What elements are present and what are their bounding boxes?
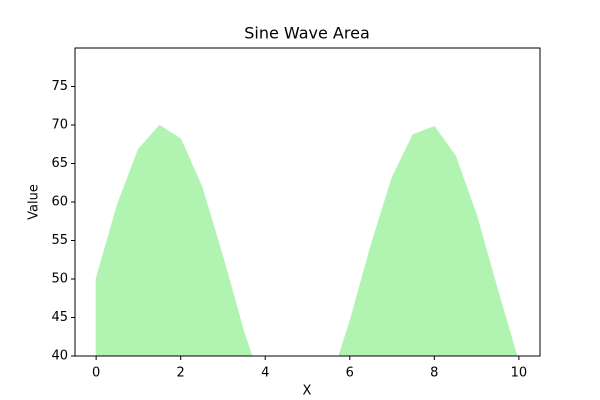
chart-title: Sine Wave Area (244, 24, 370, 43)
x-tick-label: 8 (430, 366, 438, 381)
y-tick-label: 50 (51, 272, 68, 287)
x-tick-label: 10 (511, 366, 528, 381)
y-tick-label: 70 (51, 118, 68, 133)
y-tick-label: 55 (51, 233, 68, 248)
y-tick-label: 45 (51, 310, 68, 325)
x-axis-label: X (303, 384, 312, 399)
y-tick-label: 75 (51, 79, 68, 94)
plot-area (95, 124, 518, 356)
x-tick-label: 0 (92, 366, 100, 381)
y-axis-label: Value (27, 184, 42, 220)
area (95, 124, 518, 356)
y-tick-label: 60 (51, 195, 68, 210)
y-tick-label: 40 (51, 349, 68, 364)
x-tick-label: 4 (261, 366, 269, 381)
x-tick-label: 6 (346, 366, 354, 381)
y-tick-label: 65 (51, 156, 68, 171)
x-tick-label: 2 (177, 366, 185, 381)
